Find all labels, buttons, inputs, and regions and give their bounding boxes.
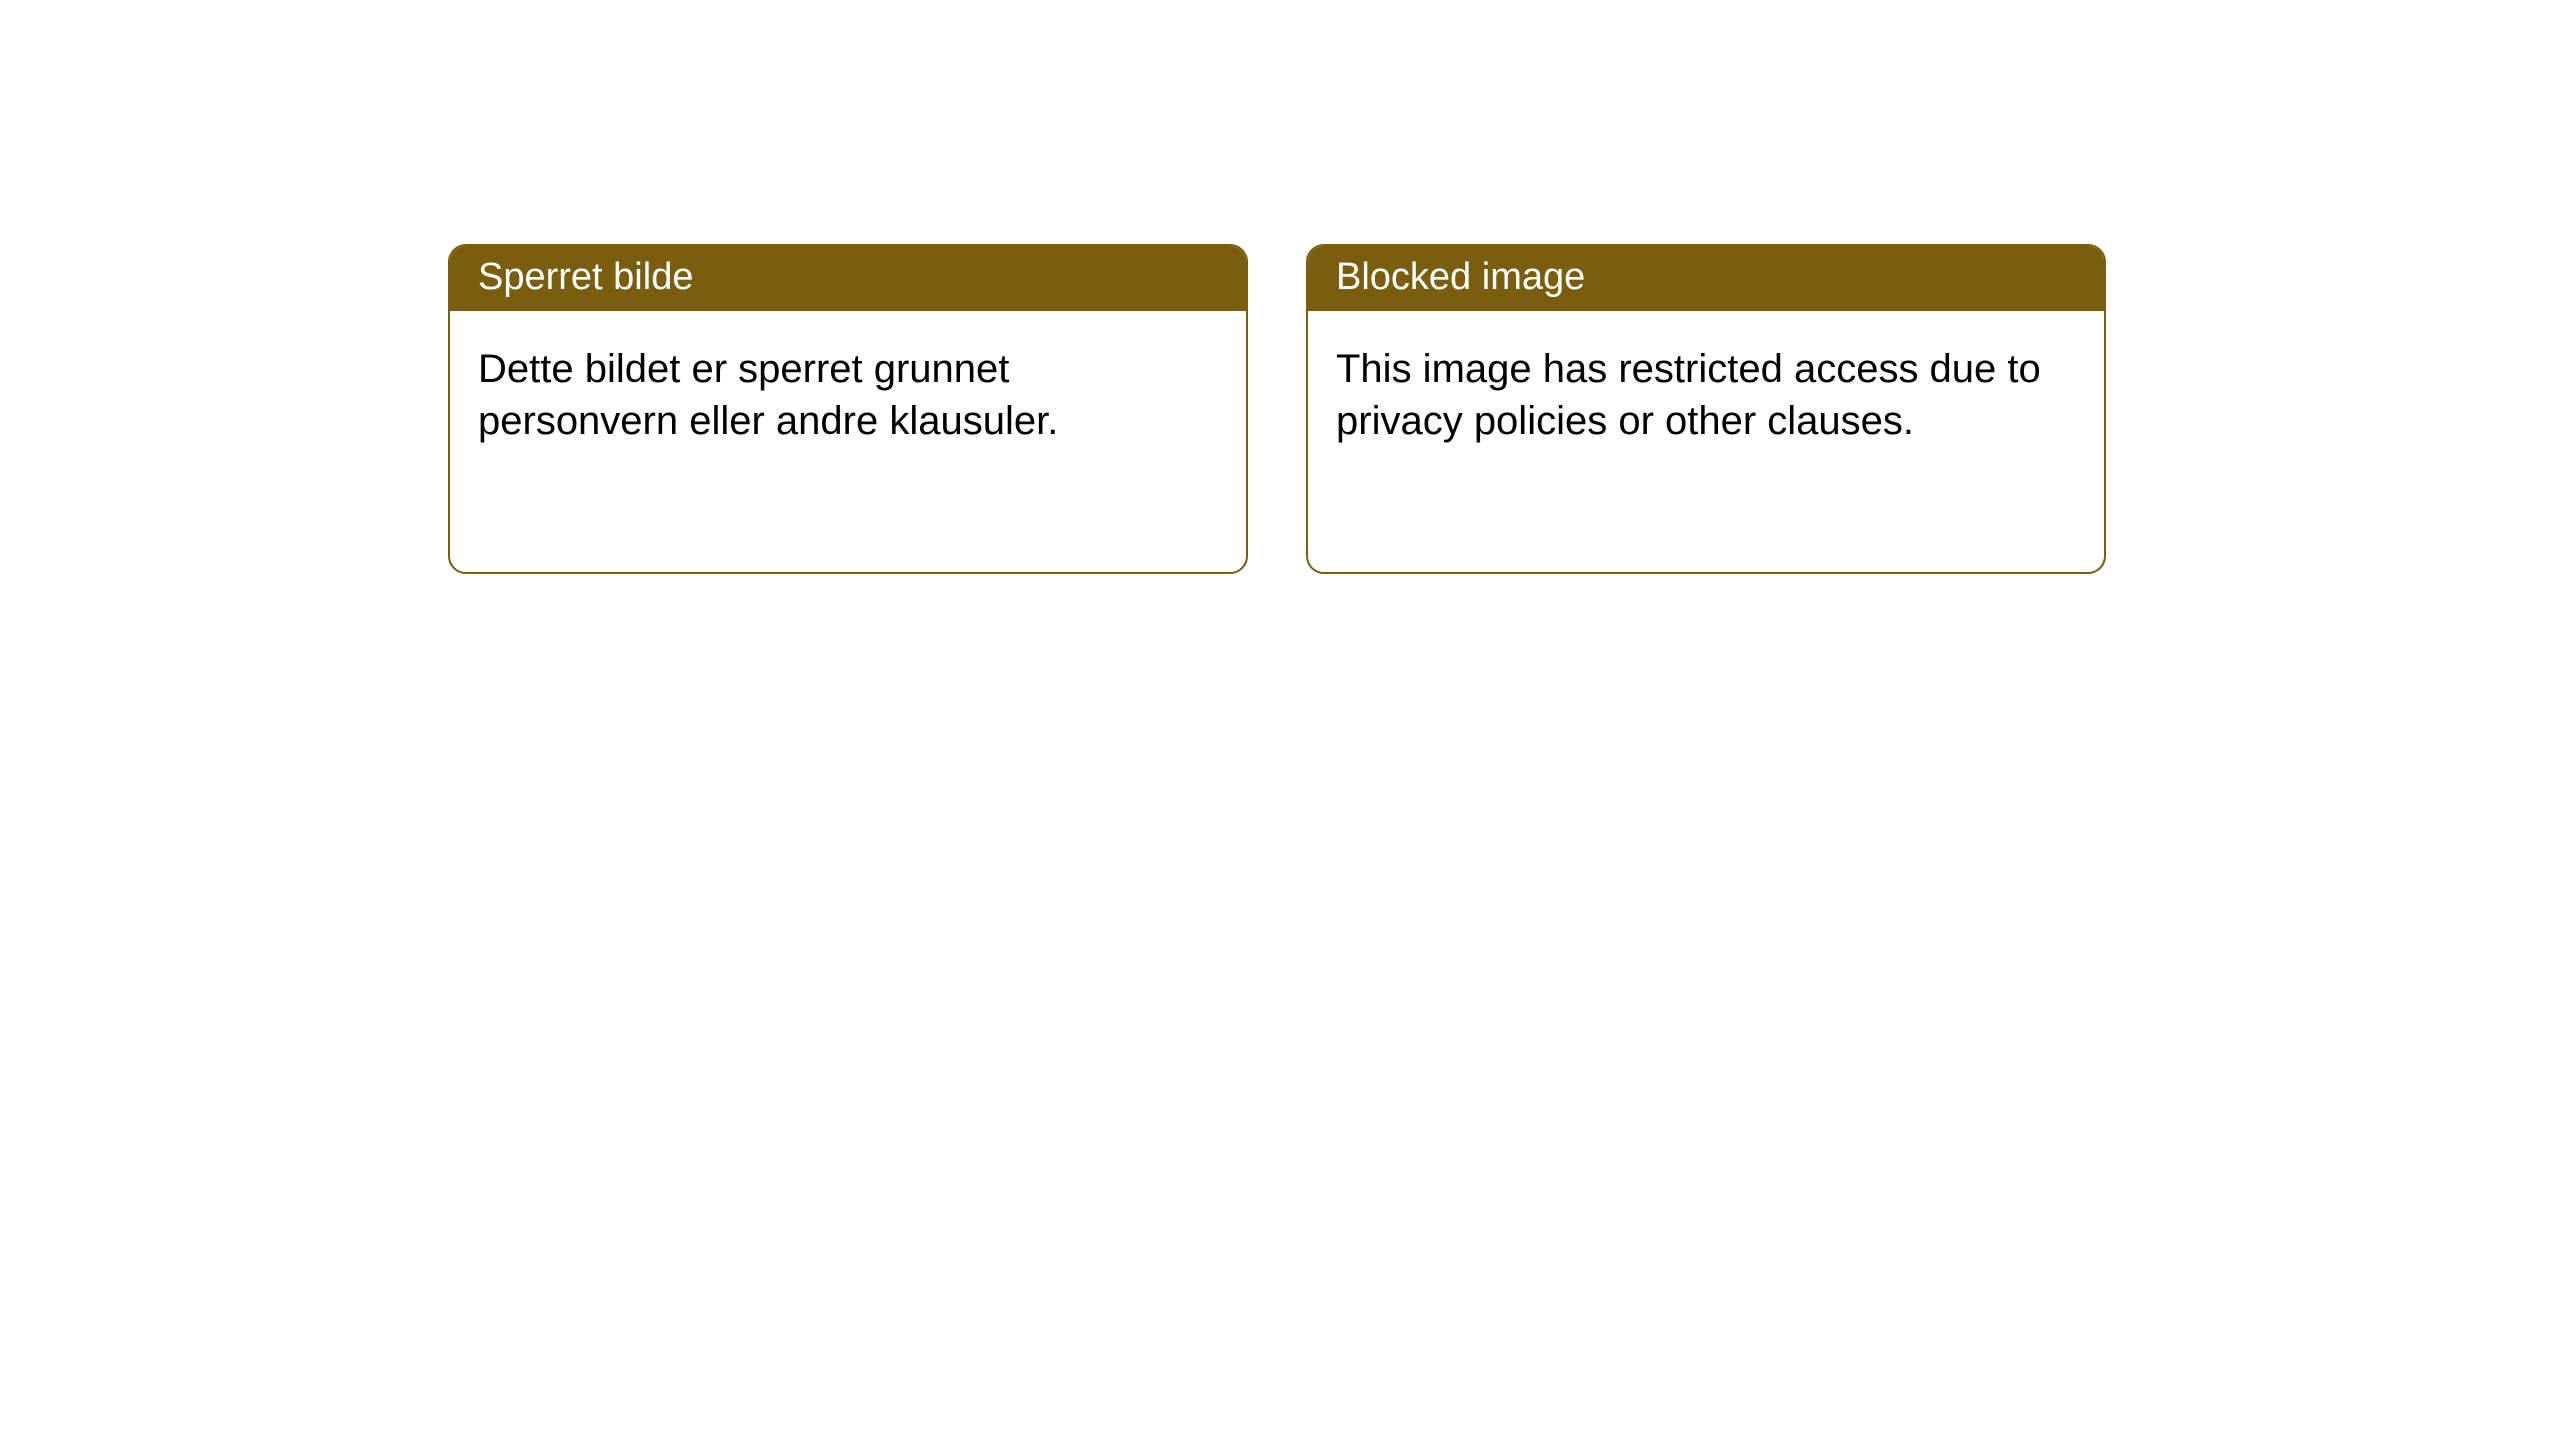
notice-title: Blocked image (1336, 256, 1585, 298)
notice-header: Blocked image (1308, 246, 2104, 311)
notice-body: This image has restricted access due to … (1308, 311, 2104, 471)
notice-card-norwegian: Sperret bilde Dette bildet er sperret gr… (448, 244, 1248, 574)
notice-container: Sperret bilde Dette bildet er sperret gr… (448, 244, 2106, 574)
notice-card-english: Blocked image This image has restricted … (1306, 244, 2106, 574)
notice-title: Sperret bilde (478, 256, 693, 298)
notice-text: This image has restricted access due to … (1336, 347, 2041, 443)
notice-body: Dette bildet er sperret grunnet personve… (450, 311, 1246, 471)
notice-header: Sperret bilde (450, 246, 1246, 311)
notice-text: Dette bildet er sperret grunnet personve… (478, 347, 1058, 443)
